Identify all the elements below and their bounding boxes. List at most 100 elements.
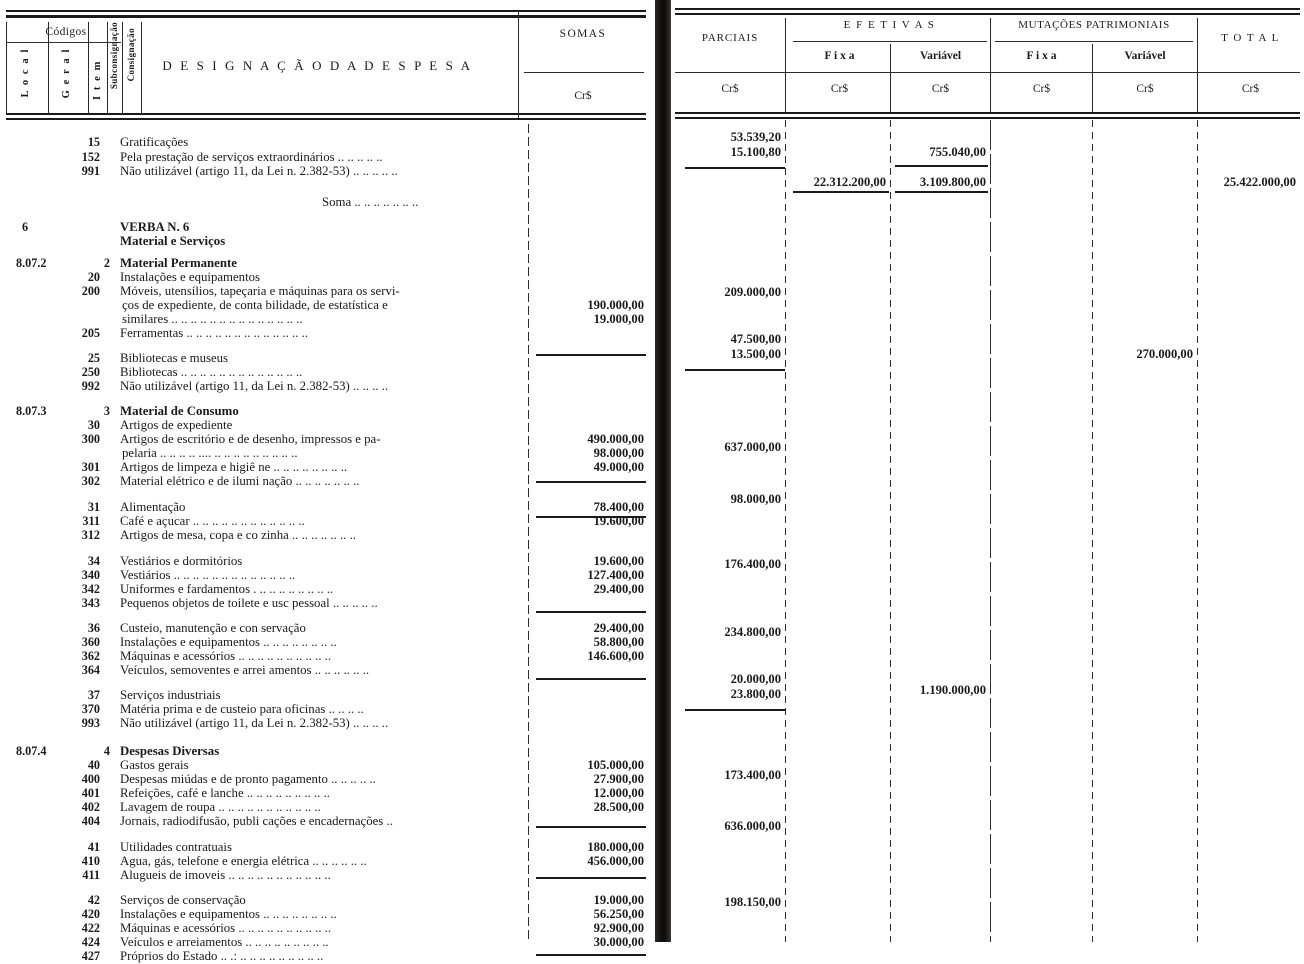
value-efetivas-variavel: 3.109.800,00 xyxy=(919,175,986,189)
header-sep-subconsignacao-consignacao xyxy=(122,22,123,114)
row-designation: Refeições, café e lanche .. .. .. .. .. … xyxy=(120,786,330,800)
row-designation: Alugueis de imoveis .. .. .. .. .. .. ..… xyxy=(120,868,331,882)
header-rule-top-outer xyxy=(6,10,646,12)
row-amount-somas: 49.000,00 xyxy=(593,460,644,474)
row-code: 15 xyxy=(87,135,100,149)
col-border-efetivas xyxy=(990,120,991,942)
value-parciais: 20.000,00 xyxy=(730,672,781,686)
left-page-body: 15 Gratificações 152 Pela prestação de serv… xyxy=(0,124,652,963)
row-amount-somas: 58.800,00 xyxy=(593,635,644,649)
row-code: 993 xyxy=(81,716,100,730)
currency-mutacoes-fixa: Cr$ xyxy=(1032,83,1051,95)
row-amount-somas: 78.400,00 xyxy=(593,500,644,514)
scan-gutter-shadow xyxy=(655,0,671,942)
row-code: 404 xyxy=(81,814,100,828)
row-code: 300 xyxy=(81,432,100,446)
row-code: 991 xyxy=(81,164,100,178)
row-designation: Alimentação xyxy=(120,500,186,514)
somas-currency-label: Cr$ xyxy=(574,90,592,102)
row-designation: Veículos, semoventes e arrei amentos .. … xyxy=(120,663,370,677)
somas-subtotal-rule xyxy=(536,481,646,483)
header-rule-bottom-inner xyxy=(6,113,646,115)
row-amount-somas: 190.000,00 xyxy=(587,298,644,312)
row-designation: Vestiários .. .. .. .. .. .. .. .. .. ..… xyxy=(120,568,296,582)
row-designation: pelaria .. .. .. .. .... .. .. .. .. .. … xyxy=(122,446,298,460)
row-amount-somas: 19.000,00 xyxy=(593,893,644,907)
row-code: 362 xyxy=(81,649,100,663)
column-header-somas: SOMAS xyxy=(559,28,607,40)
column-header-total: T O T A L xyxy=(1221,32,1280,44)
currency-efetivas-variavel: Cr$ xyxy=(931,83,950,95)
row-designation: Veículos e arreiamentos .. .. .. .. .. .… xyxy=(120,935,329,949)
row-code: 8.07.2 xyxy=(16,256,47,270)
row-code: 340 xyxy=(81,568,100,582)
row-designation: Gratificações xyxy=(120,135,189,149)
row-amount-somas: 12.000,00 xyxy=(593,786,644,800)
col-border-mu-fixa xyxy=(1092,120,1093,942)
value-parciais: 198.150,00 xyxy=(724,895,781,909)
designacao-right-border xyxy=(528,124,529,942)
column-header-efetivas-variavel: Variável xyxy=(919,50,962,62)
row-code: 37 xyxy=(87,688,100,702)
row-code: 342 xyxy=(81,582,100,596)
somas-subtotal-rule xyxy=(536,877,646,879)
value-parciais: 176.400,00 xyxy=(724,557,781,571)
column-header-local: L o c a l xyxy=(20,48,31,98)
right-header-sep-parciais xyxy=(785,18,786,112)
column-header-subconsignacao: Subconsignação xyxy=(109,22,119,90)
value-parciais: 13.500,00 xyxy=(730,347,781,361)
row-designation: Instalações e equipamentos xyxy=(120,270,261,284)
row-code: 301 xyxy=(81,460,100,474)
row-code: 20 xyxy=(87,270,100,284)
row-amount-somas: 92.900,00 xyxy=(593,921,644,935)
row-amount-somas: 27.900,00 xyxy=(593,772,644,786)
row-designation: Material Permanente xyxy=(120,256,237,270)
header-sep-consignacao-designacao xyxy=(141,22,142,114)
codigos-header-label: Códigos xyxy=(45,26,87,38)
row-designation: Artigos de expediente xyxy=(120,418,233,432)
efetivas-group-rule xyxy=(793,41,987,42)
row-code: 41 xyxy=(87,840,100,854)
right-page: PARCIAIS E F E T I V A S MUTAÇÕES PATRIM… xyxy=(671,0,1304,942)
right-header-sep-ef-fixa xyxy=(890,44,891,112)
value-parciais: 209.000,00 xyxy=(724,285,781,299)
subtotal-rule xyxy=(685,369,785,371)
subtotal-rule xyxy=(895,165,988,167)
row-code: 411 xyxy=(82,868,100,882)
row-designation: Pequenos objetos de toilete e usc pessoa… xyxy=(120,596,378,610)
row-designation: Material elétrico e de ilumi nação .. ..… xyxy=(120,474,360,488)
row-amount-somas: 490.000,00 xyxy=(587,432,644,446)
somas-header-rule xyxy=(524,72,644,73)
column-header-mutacoes-patrimoniais: MUTAÇÕES PATRIMONIAIS xyxy=(1018,19,1170,31)
row-code: 400 xyxy=(81,772,100,786)
value-efetivas-variavel: 755.040,00 xyxy=(929,145,986,159)
right-header-sep-mutacoes xyxy=(1197,18,1198,112)
right-page-body: 53.539,20 15.100,80 209.000,00 47.500,00 13.… xyxy=(671,120,1304,942)
col-border-ef-fixa xyxy=(890,120,891,942)
mutacoes-group-rule xyxy=(995,41,1193,42)
row-designation: VERBA N. 6 xyxy=(120,220,190,234)
column-header-parciais: PARCIAIS xyxy=(701,32,759,44)
row-designation: Instalações e equipamentos .. .. .. .. .… xyxy=(120,907,337,921)
currency-mutacoes-variavel: Cr$ xyxy=(1136,83,1154,95)
row-code-geral: 4 xyxy=(103,744,110,758)
value-total: 25.422.000,00 xyxy=(1223,175,1296,189)
row-code: 402 xyxy=(81,800,100,814)
column-header-item: I t e m xyxy=(92,60,103,101)
row-amount-somas: 146.600,00 xyxy=(587,649,644,663)
row-amount-somas: 29.400,00 xyxy=(593,621,644,635)
subtotal-rule xyxy=(793,191,889,193)
row-code: 200 xyxy=(81,284,100,298)
value-parciais: 637.000,00 xyxy=(724,440,781,454)
row-code: 311 xyxy=(82,514,100,528)
row-designation: Artigos de mesa, copa e co zinha .. .. .… xyxy=(120,528,356,542)
value-parciais: 173.400,00 xyxy=(724,768,781,782)
row-code: 343 xyxy=(81,596,100,610)
row-designation: Despesas Diversas xyxy=(120,744,220,758)
row-amount-somas: 98.000,00 xyxy=(593,446,644,460)
row-amount-somas: 180.000,00 xyxy=(587,840,644,854)
row-code: 31 xyxy=(87,500,100,514)
column-header-efetivas-fixa: F i x a xyxy=(824,50,855,62)
row-amount-somas: 456.000,00 xyxy=(587,854,644,868)
currency-efetivas-fixa: Cr$ xyxy=(830,83,849,95)
